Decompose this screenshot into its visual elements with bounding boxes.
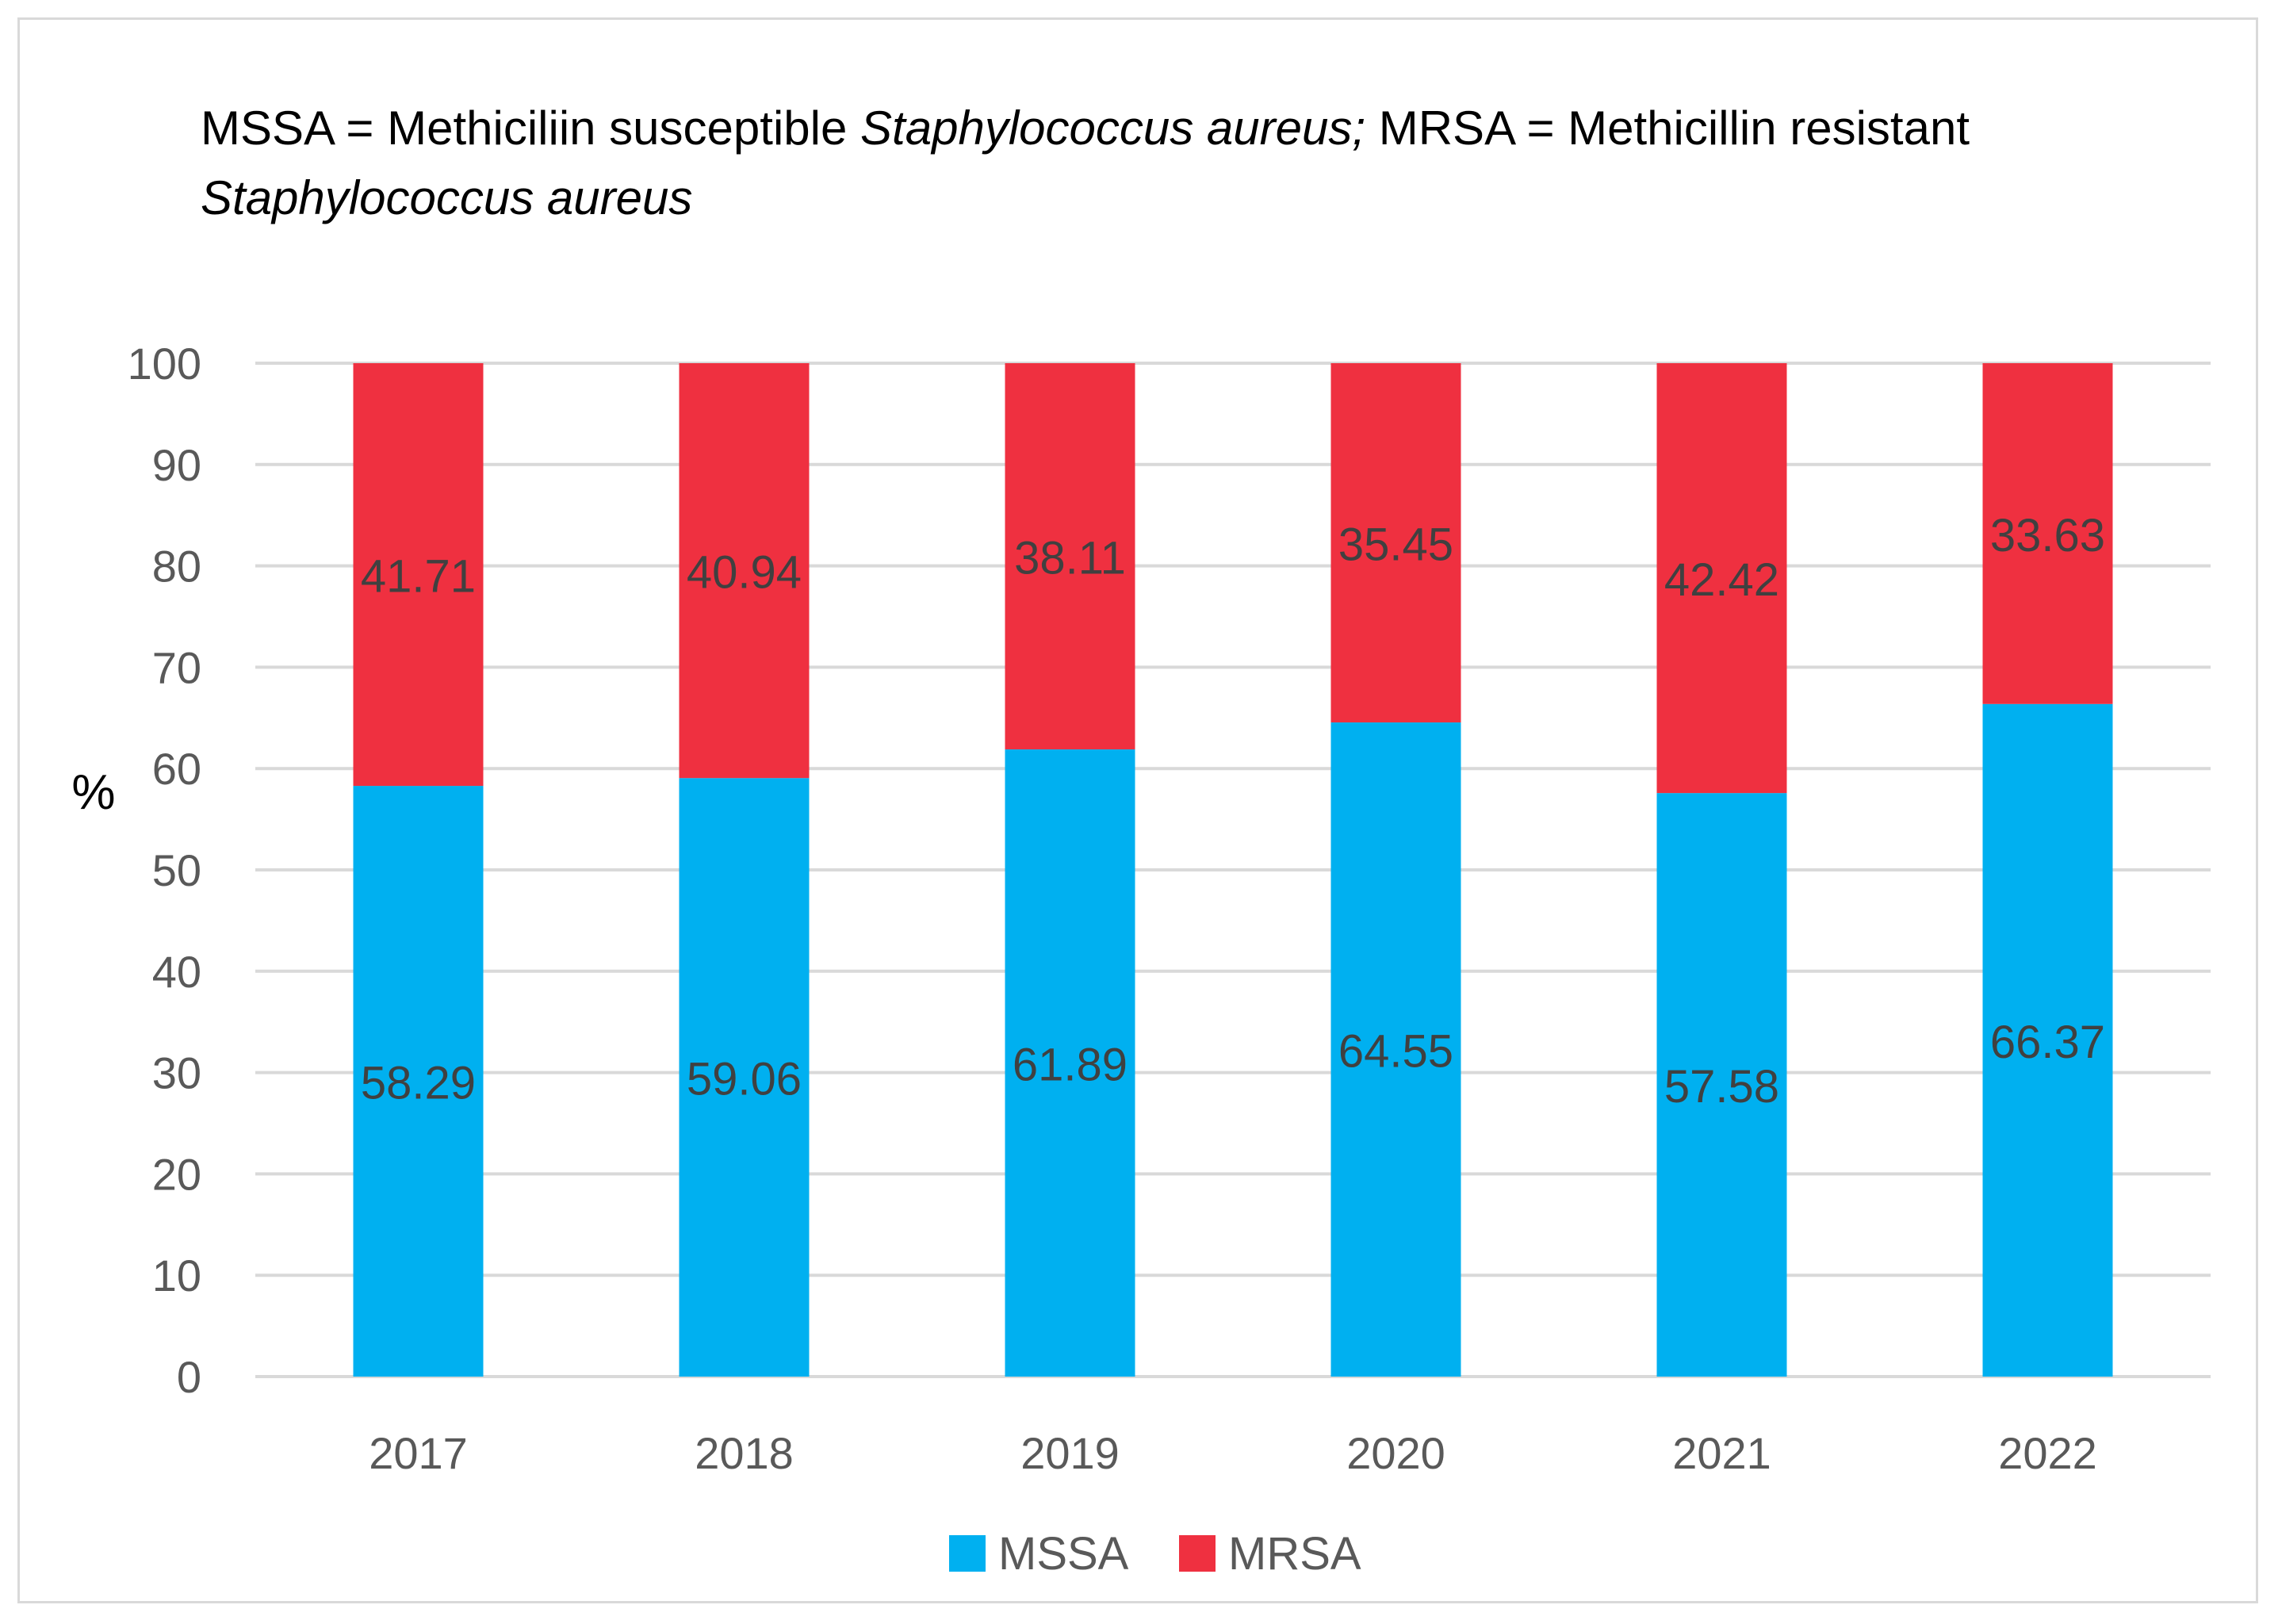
data-label-mssa-2019: 61.89: [1013, 1040, 1128, 1091]
bar-mssa-2022[interactable]: [1982, 703, 2113, 1377]
legend-swatch-mssa: [949, 1535, 986, 1572]
title-species-2: Staphylococcus aureus: [201, 171, 693, 224]
legend-label-mrsa: MRSA: [1228, 1528, 1361, 1580]
bar-mssa-2021[interactable]: [1656, 793, 1787, 1377]
y-tick-label: 50: [152, 845, 201, 895]
data-label-mssa-2017: 58.29: [361, 1058, 476, 1109]
data-label-mssa-2020: 64.55: [1338, 1026, 1453, 1078]
x-tick-label-2017: 2017: [369, 1428, 468, 1478]
y-tick-label: 70: [152, 642, 201, 692]
y-axis-label: %: [71, 765, 115, 820]
bar-mrsa-2022[interactable]: [1982, 363, 2113, 704]
legend: MSSA MRSA: [949, 1528, 1361, 1580]
y-tick-label: 80: [152, 542, 201, 592]
gridlines: [255, 362, 2211, 1378]
title-part-2: MRSA = Methicillin resistant: [1365, 102, 1970, 155]
bar-mrsa-2019[interactable]: [1005, 363, 1135, 750]
legend-label-mssa: MSSA: [998, 1528, 1129, 1580]
chart-title: MSSA = Methiciliin susceptible Staphyloc…: [201, 94, 2104, 233]
x-tick-label-2022: 2022: [1998, 1428, 2097, 1478]
data-label-mrsa-2017: 41.71: [361, 551, 476, 603]
bar-mrsa-2020[interactable]: [1330, 363, 1461, 723]
x-tick-label-2021: 2021: [1672, 1428, 1771, 1478]
data-label-mssa-2021: 57.58: [1664, 1061, 1779, 1113]
y-tick-label: 40: [152, 947, 201, 997]
data-label-mrsa-2021: 42.42: [1664, 554, 1779, 606]
x-tick-label-2020: 2020: [1346, 1428, 1445, 1478]
data-label-mrsa-2020: 35.45: [1338, 519, 1453, 571]
bar-mssa-2019[interactable]: [1005, 749, 1135, 1377]
legend-swatch-mrsa: [1179, 1535, 1216, 1572]
bars: [353, 363, 2113, 1377]
data-labels: 58.29 41.71 59.06 40.94 61.89 38.11 64.55 35.45…: [361, 510, 2105, 1113]
bar-mrsa-2018[interactable]: [679, 363, 810, 779]
y-tick-label: 100: [128, 339, 201, 389]
title-species-1: Staphylococcus aureus;: [860, 102, 1366, 155]
data-label-mrsa-2018: 40.94: [687, 547, 802, 599]
x-tick-label-2018: 2018: [695, 1428, 794, 1478]
y-tick-label: 10: [152, 1251, 201, 1300]
y-tick-label: 20: [152, 1149, 201, 1199]
bar-mssa-2020[interactable]: [1330, 722, 1461, 1377]
y-tick-label: 0: [177, 1352, 201, 1402]
y-tick-label: 30: [152, 1048, 201, 1098]
data-label-mssa-2018: 59.06: [687, 1054, 802, 1105]
data-label-mssa-2022: 66.37: [1990, 1017, 2105, 1068]
bar-mrsa-2021[interactable]: [1656, 363, 1787, 794]
x-axis-ticks: 2017 2018 2019 2020 2021 2022: [369, 1428, 2097, 1478]
y-axis-ticks: 0 10 20 30 40 50 60 70 80 90 100: [128, 339, 201, 1402]
title-part-1: MSSA = Methiciliin susceptible: [201, 102, 861, 155]
x-tick-label-2019: 2019: [1020, 1428, 1120, 1478]
data-label-mrsa-2019: 38.11: [1014, 533, 1126, 584]
bar-mrsa-2017[interactable]: [353, 363, 484, 787]
bar-mssa-2017[interactable]: [353, 786, 484, 1377]
bar-mssa-2018[interactable]: [679, 778, 810, 1377]
y-tick-label: 60: [152, 744, 201, 794]
data-label-mrsa-2022: 33.63: [1990, 510, 2105, 561]
y-tick-label: 90: [152, 440, 201, 490]
